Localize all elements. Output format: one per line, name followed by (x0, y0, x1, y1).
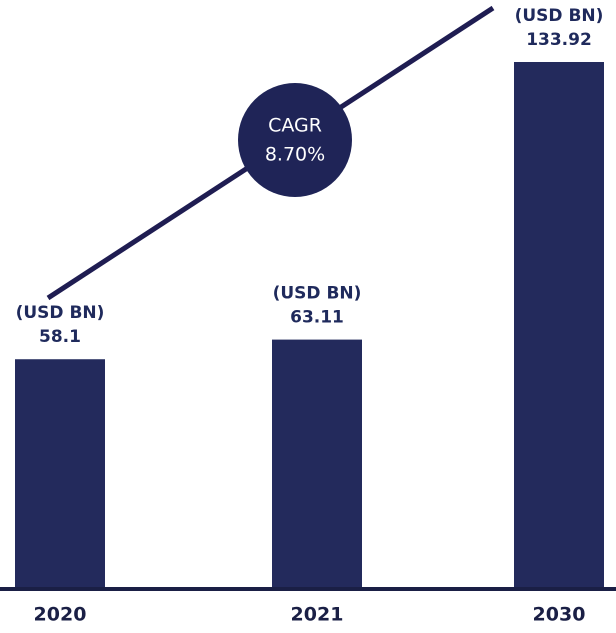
cagr-label: CAGR (268, 115, 322, 137)
unit-label: (USD BN) (16, 303, 105, 323)
bar (272, 339, 362, 587)
value-label: 58.1 (39, 327, 81, 347)
x-tick-label: 2030 (533, 604, 586, 626)
unit-label: (USD BN) (273, 284, 362, 304)
x-tick-label: 2021 (291, 604, 344, 626)
value-label: 133.92 (526, 30, 592, 50)
value-label: 63.11 (290, 308, 344, 328)
x-tick-label: 2020 (34, 604, 87, 626)
bar (15, 359, 105, 587)
unit-label: (USD BN) (515, 6, 604, 26)
cagr-badge (238, 83, 352, 197)
cagr-value: 8.70% (265, 144, 325, 166)
bar (514, 62, 604, 587)
